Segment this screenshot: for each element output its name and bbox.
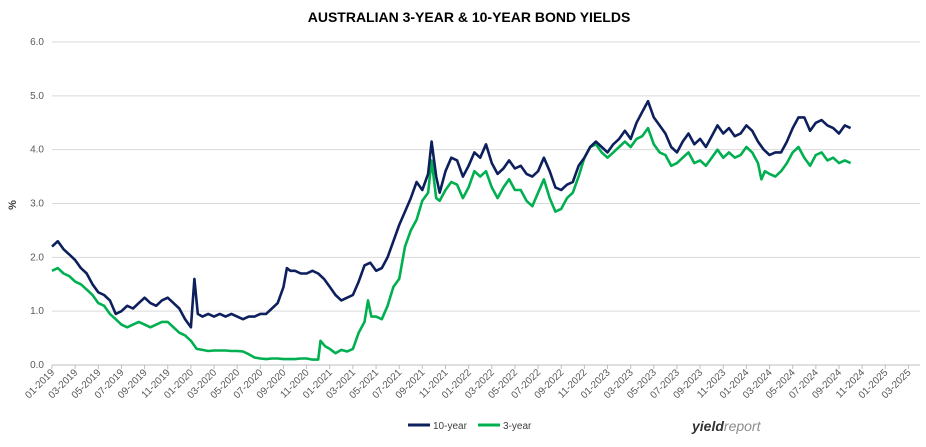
- y-tick-label: 4.0: [30, 145, 44, 156]
- y-tick-label: 2.0: [30, 252, 44, 263]
- y-tick-labels: 0.0 1.0 2.0 3.0 4.0 5.0 6.0: [30, 37, 44, 371]
- series-lines: [51, 99, 852, 361]
- brand-logo-part1: yield: [691, 418, 724, 434]
- brand-logo-part2: report: [724, 418, 762, 434]
- svg-text:yieldreport: yieldreport: [691, 418, 762, 434]
- y-tick-label: 1.0: [30, 306, 44, 317]
- series-line-3-year: [51, 126, 852, 361]
- gridlines: [51, 41, 920, 369]
- chart-title: AUSTRALIAN 3-YEAR & 10-YEAR BOND YIELDS: [308, 9, 631, 25]
- legend: 10-year 3-year: [408, 421, 532, 432]
- y-tick-label: 0.0: [30, 360, 44, 371]
- y-axis-label: %: [7, 200, 19, 210]
- y-tick-label: 5.0: [30, 91, 44, 102]
- x-tick-labels: 01-201903-201905-201907-201909-201911-20…: [23, 367, 913, 401]
- y-tick-label: 3.0: [30, 199, 44, 210]
- series-line-10-year: [51, 99, 852, 329]
- brand-logo: yieldreport: [691, 418, 762, 434]
- y-tick-label: 6.0: [30, 37, 44, 48]
- legend-label-3-year: 3-year: [503, 421, 532, 432]
- legend-label-10-year: 10-year: [433, 421, 468, 432]
